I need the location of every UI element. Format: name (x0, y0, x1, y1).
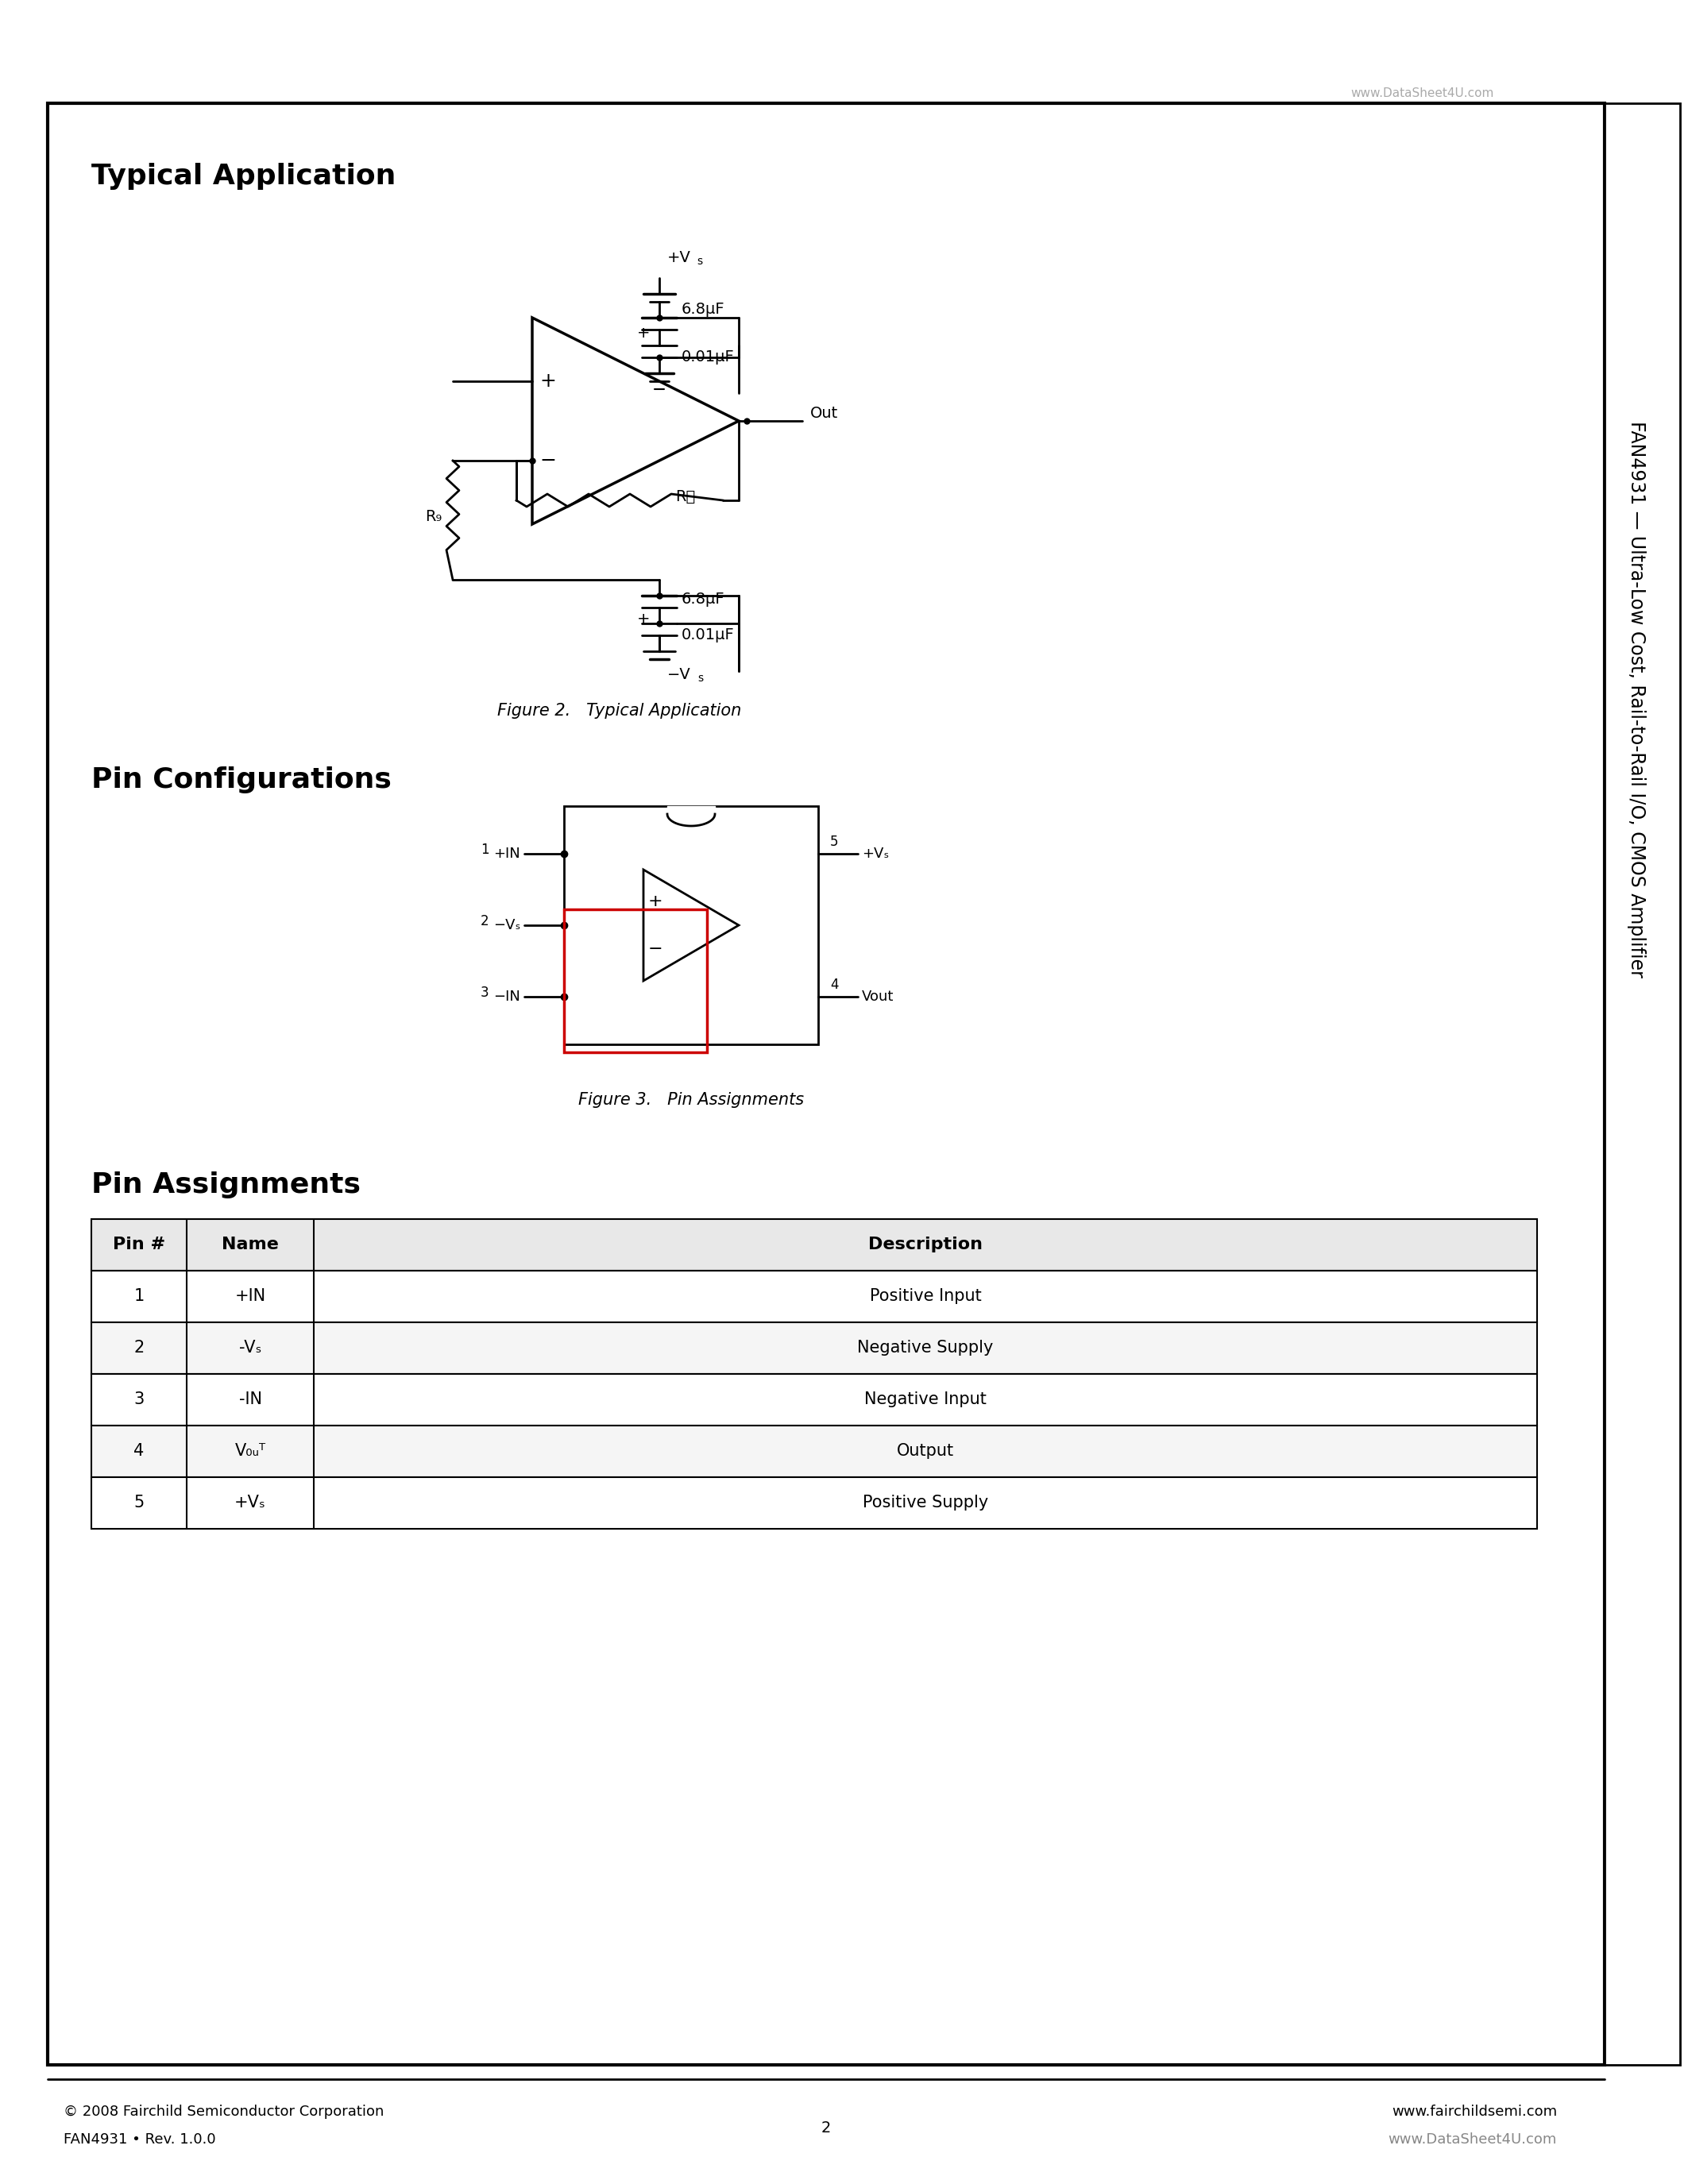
Text: 3: 3 (481, 985, 490, 1000)
Text: 3: 3 (133, 1391, 143, 1406)
Bar (91, 1476, 1538, 1529)
Text: s: s (697, 673, 704, 684)
Text: 4: 4 (830, 978, 839, 992)
Text: www.DataSheet4U.com: www.DataSheet4U.com (1388, 2132, 1556, 2147)
Text: 6.8μF: 6.8μF (682, 592, 724, 607)
Text: FAN4931 • Rev. 1.0.0: FAN4931 • Rev. 1.0.0 (64, 2132, 216, 2147)
Text: Pin Configurations: Pin Configurations (91, 767, 392, 793)
Text: 2: 2 (133, 1339, 143, 1356)
Circle shape (619, 207, 1128, 714)
Text: R₉: R₉ (425, 509, 442, 524)
Circle shape (476, 994, 1033, 1548)
Text: −V: −V (667, 666, 690, 681)
Bar (91, 1219, 1538, 1271)
Text: Vout: Vout (863, 989, 895, 1005)
Text: 1: 1 (481, 843, 490, 856)
Bar (91, 1321, 1538, 1374)
Bar (91, 1426, 1538, 1476)
Text: Positive Supply: Positive Supply (863, 1494, 987, 1511)
Text: 5: 5 (830, 834, 839, 850)
Text: Positive Input: Positive Input (869, 1289, 981, 1304)
Text: Out: Out (810, 406, 839, 422)
Text: 0.01μF: 0.01μF (682, 627, 734, 642)
Text: Output: Output (896, 1444, 954, 1459)
Text: +: + (648, 893, 663, 909)
Text: s: s (697, 256, 702, 266)
Text: −: − (648, 941, 663, 957)
Text: Negative Supply: Negative Supply (858, 1339, 994, 1356)
Text: © 2008 Fairchild Semiconductor Corporation: © 2008 Fairchild Semiconductor Corporati… (64, 2105, 383, 2118)
Text: 5: 5 (133, 1494, 143, 1511)
Text: V₀ᵤᵀ: V₀ᵤᵀ (235, 1444, 265, 1459)
Bar (91, 1271, 1538, 1321)
Bar (564, 909, 707, 1053)
Text: www.fairchildsemi.com: www.fairchildsemi.com (1391, 2105, 1556, 2118)
Text: Typical Application: Typical Application (91, 164, 397, 190)
Bar (47, 103, 1605, 2064)
Bar (91, 1374, 1538, 1426)
Text: −IN: −IN (493, 989, 520, 1005)
Text: −: − (540, 452, 557, 470)
Text: 0.01μF: 0.01μF (682, 349, 734, 365)
Text: 1: 1 (133, 1289, 143, 1304)
Text: Figure 2.   Typical Application: Figure 2. Typical Application (498, 703, 741, 719)
Text: 2: 2 (481, 915, 490, 928)
Text: +: + (540, 371, 557, 391)
Bar (564, 806, 819, 1044)
Text: Figure 3.   Pin Assignments: Figure 3. Pin Assignments (579, 1092, 803, 1107)
Text: Pin #: Pin # (113, 1236, 165, 1251)
Circle shape (874, 1033, 1350, 1509)
Text: +V: +V (667, 251, 690, 264)
Text: Name: Name (221, 1236, 279, 1251)
Bar (1605, 103, 1680, 2064)
Text: Pin Assignments: Pin Assignments (91, 1171, 361, 1199)
Text: 2: 2 (820, 2121, 830, 2136)
Circle shape (238, 207, 746, 714)
Text: −Vₛ: −Vₛ (493, 917, 520, 933)
Text: +IN: +IN (493, 847, 520, 860)
Text: +Vₛ: +Vₛ (863, 847, 890, 860)
Text: www.DataSheet4U.com: www.DataSheet4U.com (1350, 87, 1494, 98)
Text: +: + (636, 325, 650, 341)
Text: 4: 4 (133, 1444, 143, 1459)
Text: Negative Input: Negative Input (864, 1391, 986, 1406)
Text: +: + (636, 612, 650, 627)
Text: +IN: +IN (235, 1289, 265, 1304)
Text: Description: Description (868, 1236, 982, 1251)
Text: R₟: R₟ (675, 489, 695, 505)
Text: -IN: -IN (238, 1391, 262, 1406)
Text: -Vₛ: -Vₛ (240, 1339, 262, 1356)
Text: +Vₛ: +Vₛ (235, 1494, 267, 1511)
Text: FAN4931 — Ultra-Low Cost, Rail-to-Rail I/O, CMOS Amplifier: FAN4931 — Ultra-Low Cost, Rail-to-Rail I… (1627, 422, 1646, 976)
Text: 6.8μF: 6.8μF (682, 301, 724, 317)
